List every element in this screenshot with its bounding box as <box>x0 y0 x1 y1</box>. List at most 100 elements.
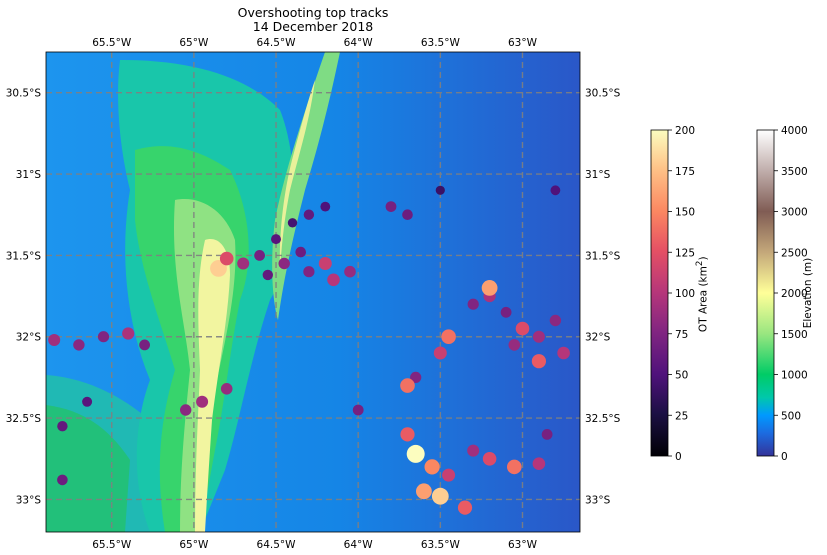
lat-tick-label-left: 32°S <box>16 332 42 344</box>
lat-tick-label-left: 31.5°S <box>6 250 42 262</box>
ot-point <box>48 334 61 346</box>
ot-point <box>220 383 233 395</box>
ot-point <box>532 330 545 343</box>
ot-point <box>442 468 456 482</box>
colorbar-tick-label: 2500 <box>781 247 808 259</box>
colorbar-tick-label: 125 <box>675 247 695 259</box>
ot-point <box>385 201 397 213</box>
ot-point <box>180 404 192 416</box>
ot-point <box>139 339 151 351</box>
lon-tick-label-bottom: 65.5°W <box>92 539 132 551</box>
lat-tick-label-left: 32.5°S <box>6 413 42 425</box>
lat-tick-label-right: 33°S <box>585 494 611 506</box>
lon-tick-label-bottom: 63.5°W <box>421 539 461 551</box>
colorbar-tick-label: 4000 <box>781 125 808 137</box>
title-line-1: Overshooting top tracks <box>237 5 389 20</box>
mountain-chain-yellow <box>195 239 230 532</box>
colorbar-tick-label: 1000 <box>781 370 808 382</box>
colorbar-tick-label: 25 <box>675 410 688 422</box>
colorbar-tick-label: 0 <box>781 451 788 463</box>
lat-tick-label-left: 33°S <box>16 494 42 506</box>
ot-point <box>271 234 281 245</box>
colorbar-tick-label: 0 <box>675 451 682 463</box>
lat-tick-label-right: 31.5°S <box>585 250 621 262</box>
axis-ticks: 65.5°W 65.5°W 65°W 65°W 64.5°W 64.5°W 64°W 64°W… <box>6 37 621 551</box>
colorbar-tick-label: 75 <box>675 329 688 341</box>
ot-point <box>441 329 456 345</box>
lat-tick-label-left: 31°S <box>16 169 42 181</box>
ot-point <box>97 331 110 343</box>
ot-point <box>237 257 250 270</box>
elevation-layer <box>46 52 580 532</box>
ot-point <box>303 209 315 220</box>
colorbar-tick-label: 3000 <box>781 207 808 219</box>
colorbar-tick-label: 175 <box>675 166 695 178</box>
map-frame <box>45 51 581 533</box>
lat-tick-label-right: 30.5°S <box>585 88 621 100</box>
lon-tick-label-top: 65°W <box>179 37 209 49</box>
ot-point <box>318 257 332 270</box>
ot-point <box>400 427 415 442</box>
ot-point <box>531 354 547 369</box>
ot-point <box>410 371 422 383</box>
ot-point <box>500 306 512 318</box>
ot-point <box>457 500 473 515</box>
lat-tick-label-left: 30.5°S <box>6 88 42 100</box>
lat-tick-label-right: 31°S <box>585 169 611 181</box>
ot-point <box>344 265 356 278</box>
elevation-colorbar-label: Elevation (m) <box>802 257 814 329</box>
colorbar-tick-label: 1500 <box>781 329 808 341</box>
ot-point <box>424 459 440 475</box>
sierra-chica-ridge <box>272 52 340 320</box>
ot-point <box>400 378 415 393</box>
sierra-chica-ridge-hi <box>279 80 315 270</box>
lon-tick-label-bottom: 64.5°W <box>257 539 297 551</box>
colorbar-tick-label: 500 <box>781 410 801 422</box>
colorbar-tick-label: 3500 <box>781 166 808 178</box>
ot-point <box>402 209 413 220</box>
ot-point <box>327 273 340 287</box>
ot-point <box>431 487 449 505</box>
ot-point <box>549 314 562 327</box>
lat-tick-label-right: 32.5°S <box>585 413 621 425</box>
ot-point <box>278 257 290 270</box>
ot-colorbar <box>650 129 669 457</box>
lon-tick-label-bottom: 64°W <box>344 539 374 551</box>
lon-tick-label-top: 65.5°W <box>92 37 132 49</box>
colorbar-tick-label: 200 <box>675 125 695 137</box>
ot-point <box>210 260 227 277</box>
ot-point <box>557 346 570 360</box>
ot-colorbar-label: OT Area (km2) <box>694 256 710 333</box>
gridlines <box>46 52 580 532</box>
southwest-green <box>46 405 130 532</box>
ot-colorbar-ticks: 0 25 50 75 100 125 150 175 200 <box>668 125 695 463</box>
ot-point <box>73 339 85 351</box>
lon-tick-label-top: 63°W <box>508 37 538 49</box>
lat-tick-label-right: 32°S <box>585 332 611 344</box>
ot-point <box>406 444 425 463</box>
colorbar-tick-label: 150 <box>675 207 695 219</box>
ot-point <box>287 218 298 228</box>
ot-point <box>82 396 93 407</box>
ot-point <box>515 321 530 336</box>
ot-point <box>352 404 364 416</box>
title-line-2: 14 December 2018 <box>252 19 374 34</box>
colorbar-tick-label: 100 <box>675 288 695 300</box>
ot-points <box>48 185 570 515</box>
ot-point <box>467 298 479 310</box>
ot-point <box>254 250 265 261</box>
lon-tick-label-bottom: 65°W <box>179 539 209 551</box>
ot-point <box>435 185 445 195</box>
ot-point <box>295 246 307 258</box>
ot-point <box>219 251 234 266</box>
ot-point <box>507 459 522 475</box>
ot-point <box>57 474 68 486</box>
lon-tick-label-top: 64.5°W <box>257 37 297 49</box>
ot-point <box>467 444 480 457</box>
ot-point <box>122 327 135 340</box>
colorbar-tick-label: 2000 <box>781 288 808 300</box>
ot-point <box>482 452 497 466</box>
ot-point <box>196 395 209 408</box>
colorbar-tick-label: 50 <box>675 370 688 382</box>
ot-point <box>57 421 68 432</box>
